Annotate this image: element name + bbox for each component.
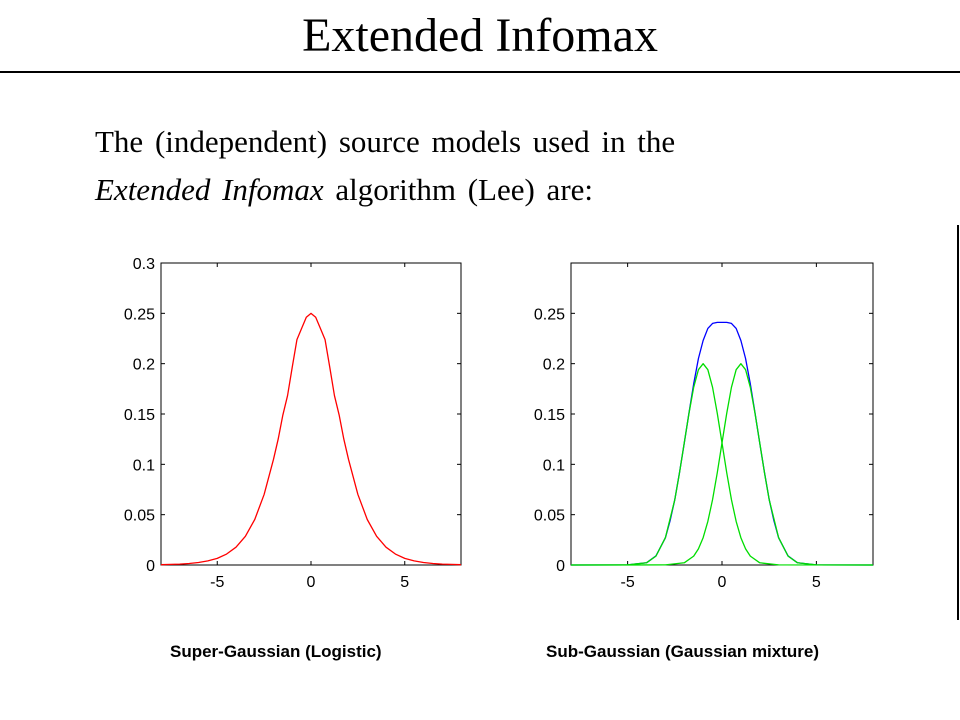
x-tick-label: -5 (621, 574, 635, 591)
series-line-3 (570, 363, 874, 566)
y-tick-label: 0 (146, 558, 155, 575)
intro-line-1: The (independent) source models used in … (95, 124, 676, 159)
slide-title: Extended Infomax (302, 9, 658, 62)
y-tick-label: 0.05 (124, 508, 155, 525)
intro-line-2-rest: algorithm (Lee) are: (323, 172, 594, 207)
x-tick-label: 5 (400, 574, 409, 591)
title-divider (0, 71, 960, 73)
y-tick-label: 0.1 (543, 457, 565, 474)
x-tick-label: 0 (307, 574, 316, 591)
intro-text: The (independent) source models used in … (95, 118, 915, 214)
y-tick-label: 0.2 (543, 357, 565, 374)
y-tick-label: 0.3 (133, 256, 155, 273)
y-tick-label: 0.05 (534, 508, 565, 525)
series-line-2 (570, 363, 874, 566)
caption-sub-gaussian: Sub-Gaussian (Gaussian mixture) (546, 642, 820, 661)
x-tick-label: -5 (210, 574, 224, 591)
caption-super-gaussian: Super-Gaussian (Logistic) (170, 642, 382, 661)
right-edge-divider (957, 225, 959, 620)
x-tick-label: 5 (812, 574, 821, 591)
series-line-1 (160, 312, 462, 566)
y-tick-label: 0 (556, 558, 565, 575)
sub-gaussian-plot: 0 0.05 0.1 0.15 0.2 0.25 -5 0 5 (534, 262, 874, 591)
axes-box (570, 262, 874, 566)
axes-box (160, 262, 462, 566)
y-tick-label: 0.15 (124, 407, 155, 424)
intro-italic-term: Extended Infomax (95, 172, 324, 207)
intro-line-2: Extended Infomax algorithm (Lee) are: (95, 166, 915, 214)
y-tick-label: 0.2 (133, 357, 155, 374)
y-tick-label: 0.1 (133, 457, 155, 474)
y-tick-label: 0.25 (124, 306, 155, 323)
y-tick-label: 0.25 (534, 306, 565, 323)
y-tick-label: 0.15 (534, 407, 565, 424)
super-gaussian-plot: 0 0.05 0.1 0.15 0.2 0.25 0.3 -5 0 5 (124, 256, 462, 591)
x-tick-label: 0 (718, 574, 727, 591)
